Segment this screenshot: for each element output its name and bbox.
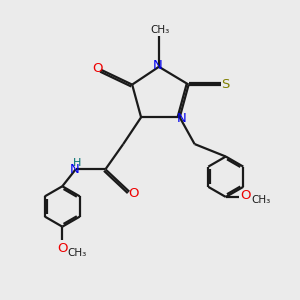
- Text: CH₃: CH₃: [251, 195, 270, 205]
- Text: H: H: [72, 158, 81, 168]
- Text: O: O: [241, 189, 251, 202]
- Text: N: N: [153, 59, 162, 72]
- Text: N: N: [176, 112, 186, 125]
- Text: CH₃: CH₃: [151, 25, 170, 34]
- Text: O: O: [128, 188, 139, 200]
- Text: S: S: [222, 78, 230, 91]
- Text: O: O: [57, 242, 68, 255]
- Text: N: N: [69, 163, 79, 176]
- Text: O: O: [93, 62, 103, 75]
- Text: CH₃: CH₃: [68, 248, 87, 257]
